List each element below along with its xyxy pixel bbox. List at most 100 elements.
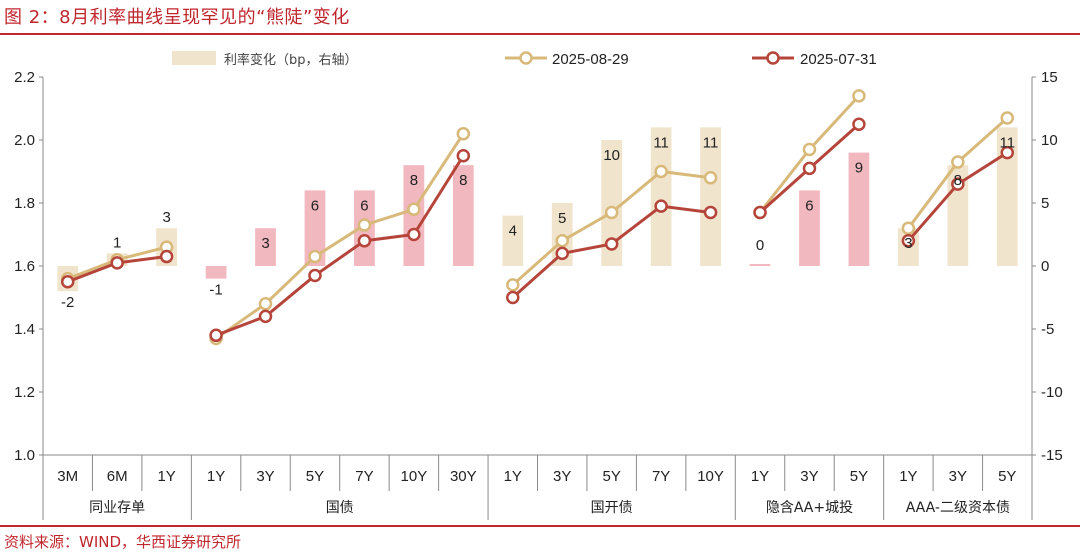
labels-layer: -2 1 3 -1 3 6 6 8 8 4 5 10 11 11 0 6 9 3 8 11 [61, 134, 1015, 311]
category-label: 3Y [256, 468, 274, 485]
left-axis-tick-label: 1.2 [14, 384, 35, 401]
category-label: 5Y [306, 468, 324, 485]
category-label: 3M [57, 468, 78, 485]
change-bar [205, 266, 227, 279]
line-0829-marker [357, 218, 372, 232]
rate-curve-chart: 1.01.21.41.61.82.02.2-15-10-5051015同业存单国… [14, 51, 1063, 520]
legend-bar-swatch [172, 51, 216, 65]
line-0731-marker [753, 205, 767, 220]
legend-line-0829-label: 2025-08-29 [552, 51, 629, 68]
category-label: 10Y [401, 468, 428, 485]
lines-layer [60, 89, 1015, 346]
change-data-label: 3 [261, 235, 269, 252]
legend-marker-0731 [766, 51, 780, 65]
change-data-label: 8 [459, 172, 467, 189]
right-axis-tick-label: -15 [1041, 447, 1063, 464]
change-data-label: -2 [61, 294, 74, 311]
change-data-label: 11 [703, 134, 719, 151]
title-divider [0, 33, 1080, 35]
change-bar [700, 127, 721, 267]
line-0829-marker [308, 249, 322, 264]
line-0731-marker [852, 117, 866, 131]
line-0731-marker [258, 309, 273, 324]
group-label: AAA-二级资本债 [906, 500, 1010, 516]
line-0731-marker [407, 227, 421, 242]
line-0829-marker [1000, 111, 1015, 125]
change-bar [304, 190, 326, 266]
right-axis-tick-label: -10 [1041, 384, 1063, 401]
group-label: 隐含AA+城投 [766, 500, 853, 516]
change-bar [255, 228, 276, 266]
change-data-label: -1 [209, 282, 222, 299]
line-0731-marker [802, 161, 817, 176]
line-0731-marker [60, 275, 75, 289]
category-label: 6M [107, 468, 128, 485]
category-label: 1Y [899, 468, 917, 485]
left-axis-tick-label: 1.6 [14, 258, 35, 275]
line-0731-segment [215, 154, 465, 337]
category-label: 1Y [504, 468, 522, 485]
line-0829-marker [407, 202, 421, 217]
category-label: 10Y [697, 468, 724, 485]
line-0731-marker [506, 290, 520, 305]
left-axis-tick-label: 2.0 [14, 132, 35, 149]
change-data-label: 0 [756, 237, 764, 254]
category-label: 1Y [751, 468, 769, 485]
legend-bar-label: 利率变化（bp，右轴） [224, 52, 358, 68]
left-axis-tick-label: 1.4 [14, 321, 35, 338]
right-axis-tick-label: 15 [1041, 69, 1058, 86]
line-0731-marker [357, 234, 372, 248]
source-note: 资料来源：WIND，华西证券研究所 [4, 533, 242, 551]
line-0829-marker [802, 142, 817, 157]
line-0829-marker [506, 278, 520, 292]
change-bar [749, 264, 771, 266]
change-data-label: 9 [855, 160, 863, 177]
right-axis-tick-label: 0 [1041, 258, 1049, 275]
change-bar [601, 140, 623, 266]
figure-title: 图 2：8月利率曲线呈现罕见的“熊陡”变化 [4, 7, 350, 28]
line-0731-marker [951, 177, 965, 191]
line-0829-marker [258, 297, 273, 311]
line-0829-segment [215, 132, 465, 340]
line-0731-marker [209, 328, 223, 343]
category-label: 5Y [850, 468, 868, 485]
change-bar [650, 127, 672, 267]
category-label: 5Y [998, 468, 1016, 485]
line-0829-marker [654, 164, 668, 179]
category-label: 5Y [602, 468, 620, 485]
category-label: 7Y [355, 468, 373, 485]
line-0731-marker [555, 246, 569, 261]
category-label: 3Y [949, 468, 967, 485]
change-data-label: 6 [360, 197, 368, 214]
change-data-label: 6 [805, 197, 813, 214]
line-0731-marker [110, 256, 124, 270]
legend: 利率变化（bp，右轴） 2025-08-29 2025-07-31 [172, 51, 877, 68]
change-data-label: 6 [311, 197, 319, 214]
line-0829-marker [456, 126, 471, 141]
change-data-label: 10 [603, 147, 620, 164]
change-bar [502, 215, 524, 266]
right-axis-tick-label: 10 [1041, 132, 1058, 149]
line-0829-marker [604, 205, 619, 220]
source-divider [0, 525, 1080, 527]
change-data-label: 8 [954, 172, 962, 189]
change-bar [452, 165, 474, 266]
change-data-label: 11 [653, 134, 669, 151]
left-axis-tick-label: 2.2 [14, 69, 35, 86]
legend-marker-0829 [519, 51, 533, 65]
category-label: 7Y [652, 468, 670, 485]
change-bar [996, 127, 1018, 267]
change-data-label: 3 [162, 209, 170, 226]
group-label: 国开债 [591, 500, 633, 516]
axes-layer: 1.01.21.41.61.82.02.2-15-10-5051015同业存单国… [14, 69, 1063, 520]
right-axis-tick-label: 5 [1041, 195, 1049, 212]
right-axis-tick-label: -5 [1041, 321, 1054, 338]
line-0829-marker [703, 171, 718, 185]
line-0731-marker [654, 199, 668, 213]
line-0829-marker [951, 155, 965, 169]
change-data-label: 8 [410, 172, 418, 189]
line-0731-marker [703, 205, 718, 220]
line-0731-marker [604, 237, 619, 251]
line-0731-marker [456, 149, 471, 163]
group-label: 国债 [326, 500, 354, 516]
